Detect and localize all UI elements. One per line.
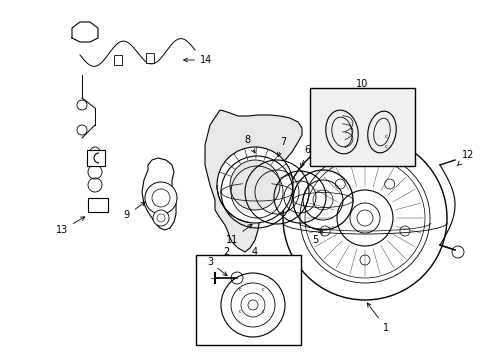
Text: 13: 13 bbox=[56, 217, 84, 235]
Circle shape bbox=[229, 160, 280, 210]
Text: 3: 3 bbox=[206, 257, 226, 276]
Circle shape bbox=[153, 210, 169, 226]
Text: 9: 9 bbox=[123, 202, 144, 220]
Text: 1: 1 bbox=[366, 303, 388, 333]
Text: 2: 2 bbox=[223, 247, 229, 257]
Bar bbox=[87, 150, 105, 166]
Text: 12: 12 bbox=[457, 150, 473, 165]
Text: c: c bbox=[384, 144, 387, 149]
Text: 10: 10 bbox=[355, 79, 367, 89]
Circle shape bbox=[145, 182, 177, 214]
Bar bbox=[88, 198, 108, 212]
Text: 5: 5 bbox=[311, 230, 322, 245]
Bar bbox=[309, 88, 414, 166]
Ellipse shape bbox=[367, 111, 395, 153]
Text: 7: 7 bbox=[277, 137, 285, 157]
Text: 11: 11 bbox=[225, 224, 251, 245]
Ellipse shape bbox=[373, 118, 389, 146]
Ellipse shape bbox=[325, 110, 358, 154]
Text: c: c bbox=[238, 309, 241, 314]
Text: 8: 8 bbox=[244, 135, 255, 153]
Polygon shape bbox=[142, 158, 176, 230]
Text: 6: 6 bbox=[300, 145, 309, 167]
Bar bbox=[146, 53, 154, 63]
Text: 4: 4 bbox=[251, 247, 258, 257]
Text: c: c bbox=[261, 287, 264, 292]
Text: 14: 14 bbox=[183, 55, 212, 65]
Bar bbox=[196, 255, 301, 345]
Ellipse shape bbox=[331, 117, 351, 147]
Text: c: c bbox=[384, 134, 387, 139]
Text: c: c bbox=[261, 309, 264, 314]
Circle shape bbox=[217, 147, 292, 223]
Bar bbox=[114, 55, 122, 65]
Text: c: c bbox=[238, 287, 241, 292]
Polygon shape bbox=[204, 110, 302, 252]
